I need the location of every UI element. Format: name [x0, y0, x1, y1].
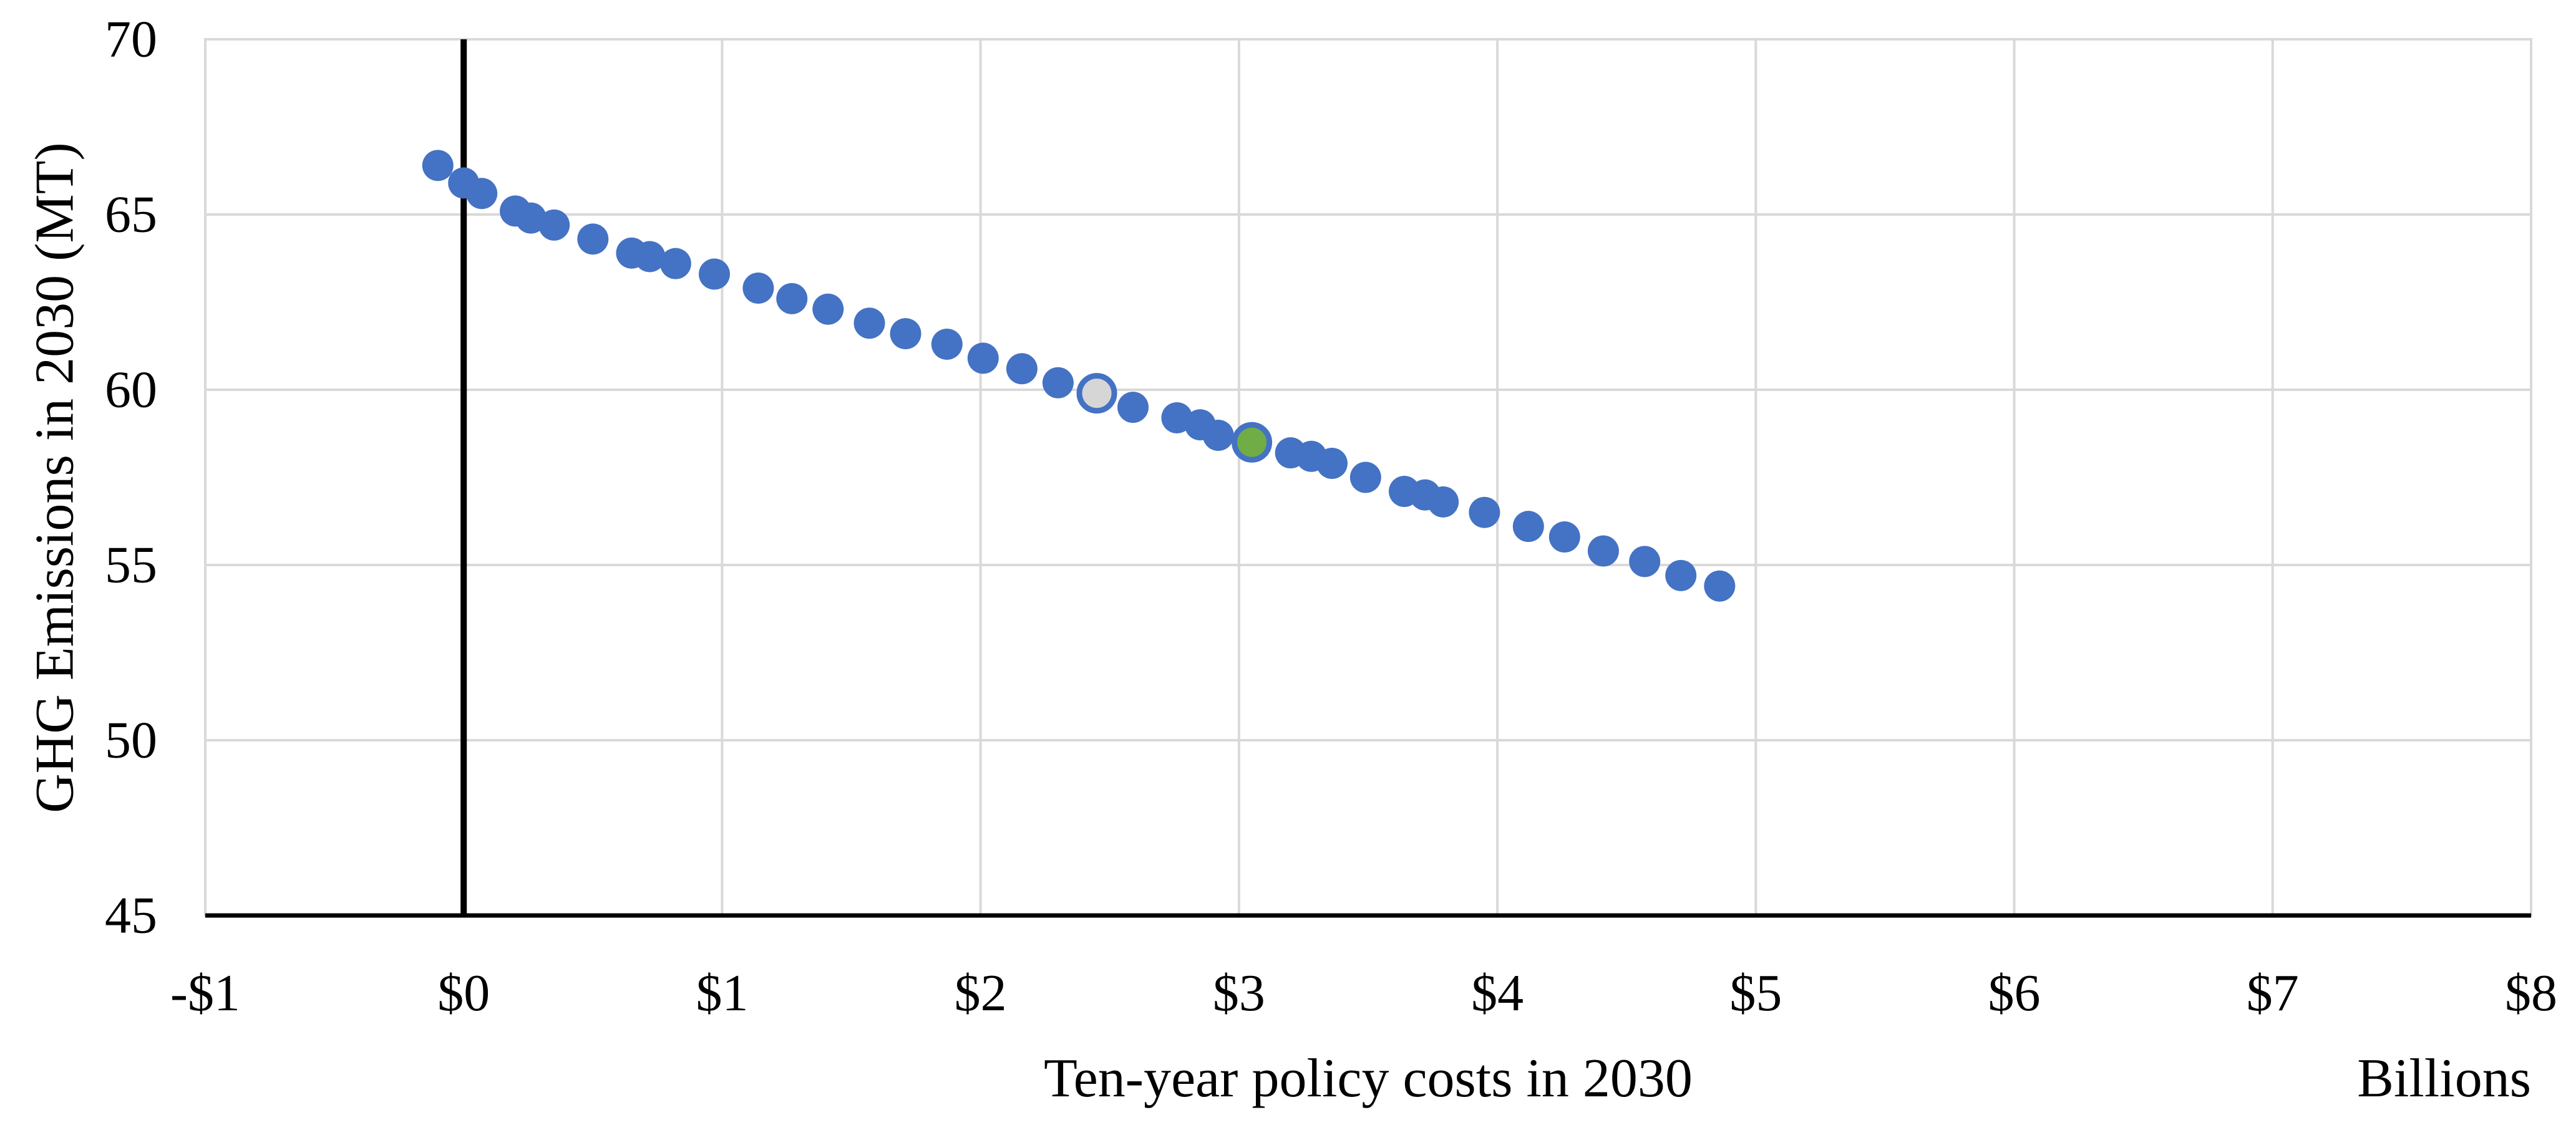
data-point — [1316, 448, 1348, 480]
y-tick-label: 60 — [105, 361, 157, 419]
highlighted-point-gray — [1076, 373, 1117, 414]
data-point — [1469, 496, 1500, 528]
data-point — [1587, 535, 1619, 567]
x-axis-title: Ten-year policy costs in 2030 — [1044, 1048, 1693, 1109]
x-tick-label: $1 — [696, 964, 748, 1022]
data-point — [1704, 570, 1736, 602]
data-point — [1427, 486, 1459, 518]
data-point — [1349, 461, 1381, 493]
data-point — [659, 248, 691, 279]
data-point — [634, 241, 666, 273]
data-point — [1665, 559, 1697, 591]
x-tick-label: $2 — [955, 964, 1007, 1022]
data-point — [422, 150, 454, 181]
data-points — [422, 150, 1736, 602]
data-point — [1117, 392, 1149, 423]
highlighted-point-green — [1232, 422, 1273, 463]
x-tick-label: $6 — [1988, 964, 2041, 1022]
data-point — [1512, 511, 1544, 543]
y-tick-label: 45 — [105, 887, 157, 945]
data-point — [812, 293, 844, 325]
x-tick-label: $5 — [1729, 964, 1782, 1022]
y-tick-label: 70 — [105, 11, 157, 69]
x-tick-label: $8 — [2505, 964, 2557, 1022]
data-point — [1006, 353, 1038, 385]
data-point — [1202, 420, 1234, 452]
data-point — [776, 282, 808, 314]
data-point — [699, 258, 731, 290]
data-point — [931, 328, 963, 360]
x-tick-label: -$1 — [170, 964, 240, 1022]
y-tick-label: 55 — [105, 536, 157, 594]
x-tick-label: $4 — [1471, 964, 1524, 1022]
data-point — [967, 342, 999, 374]
x-tick-label: $7 — [2247, 964, 2299, 1022]
data-point — [577, 223, 609, 255]
gridlines — [204, 38, 2532, 918]
data-point — [466, 178, 498, 210]
y-axis-title: GHG Emissions in 2030 (MT) — [25, 142, 85, 813]
y-tick-label: 50 — [105, 712, 157, 770]
data-point — [538, 209, 570, 241]
data-point — [1548, 521, 1580, 553]
x-tick-label: $0 — [437, 964, 490, 1022]
x-axis-units-label: Billions — [2357, 1048, 2531, 1109]
data-point — [890, 318, 921, 350]
data-point — [853, 307, 885, 339]
data-point — [1629, 546, 1661, 577]
data-point — [1042, 367, 1074, 398]
axis-tick-labels: 45 50 55 60 65 70 -$1 $0 $1 $2 $3 $4 $5 $6 $7 $8 — [105, 11, 2557, 1023]
x-tick-label: $3 — [1213, 964, 1265, 1022]
data-point — [742, 273, 774, 304]
y-tick-label: 65 — [105, 186, 157, 244]
